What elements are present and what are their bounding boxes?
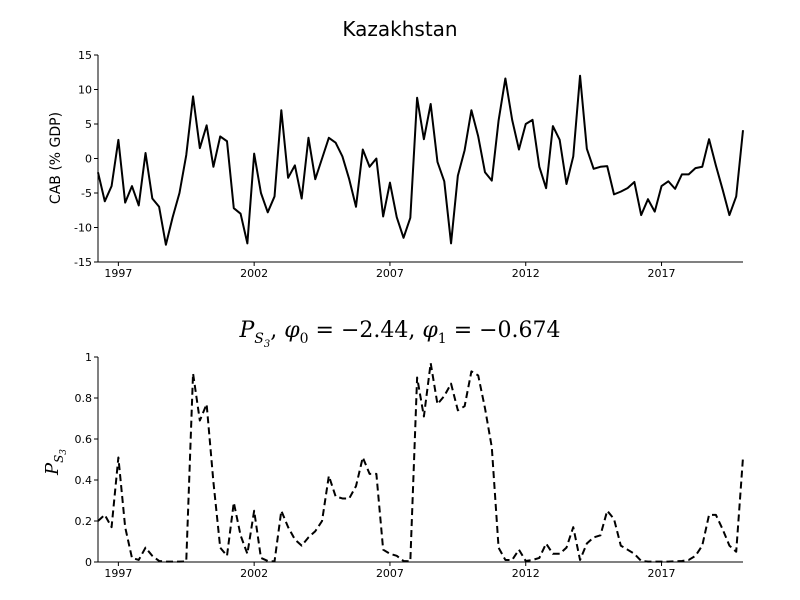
x-tick-label: 2002 [240,267,268,280]
chart-2-ylabel: PS3 [42,449,69,476]
chart-2-ylabel-p: P [42,462,63,476]
chart-2-title-phi1: φ [422,318,438,343]
chart-2-ylabel-sub: S [52,455,66,463]
x-tick-label: 2007 [376,267,404,280]
y-tick-label: 5 [85,118,92,131]
y-tick-label: 15 [78,49,92,62]
chart-2-title-subsub: 3 [264,339,270,350]
chart-1-title: Kazakhstan [342,17,457,41]
chart-2-title-phi0: φ [284,318,300,343]
chart-2-plot: 0 0.2 0.4 0.6 0.8 1 1997 2002 2007 2012 2017 [75,351,744,580]
x-tick-label: 2012 [512,567,540,580]
chart-2-title-eq1: = −0.674 [447,318,561,343]
chart-2-title-eq0: = −2.44, [309,318,423,343]
chart-2-ylabel-subsub: 3 [59,449,69,455]
y-tick-label: 0.8 [75,392,93,405]
series-line-1-1 [97,74,744,246]
x-tick-label: 1997 [104,567,132,580]
chart-2-title-rest: , [270,318,284,343]
chart-2-title: PS3, φ0 = −2.44, φ1 = −0.674 [238,318,560,350]
chart-2-title-phi0-sub: 0 [300,331,309,347]
x-tick-label: 1997 [104,267,132,280]
x-tick-label: 2017 [648,567,676,580]
chart-2-title-p: P [238,318,255,343]
x-tick-label: 2017 [648,267,676,280]
x-tick-label: 2002 [240,567,268,580]
y-tick-label: -5 [81,187,92,200]
chart-1-ylabel: CAB (% GDP) [48,112,64,204]
y-tick-label: -10 [74,222,92,235]
chart-2-title-phi1-sub: 1 [438,331,447,347]
y-tick-label: -15 [74,256,92,269]
chart-1-plot: -15 -10 -5 0 5 10 15 1997 2002 2007 2012 2017 [74,49,744,280]
series-line-2-1 [97,362,744,563]
y-tick-label: 0.2 [75,515,93,528]
x-tick-label: 2007 [376,567,404,580]
y-tick-label: 10 [78,84,92,97]
y-tick-label: 0 [85,556,92,569]
x-tick-label: 2012 [512,267,540,280]
y-tick-label: 0.6 [75,433,93,446]
y-tick-label: 0 [85,153,92,166]
chart-2-title-sub: S [254,331,264,347]
y-tick-label: 1 [85,351,92,364]
y-tick-label: 0.4 [75,474,93,487]
